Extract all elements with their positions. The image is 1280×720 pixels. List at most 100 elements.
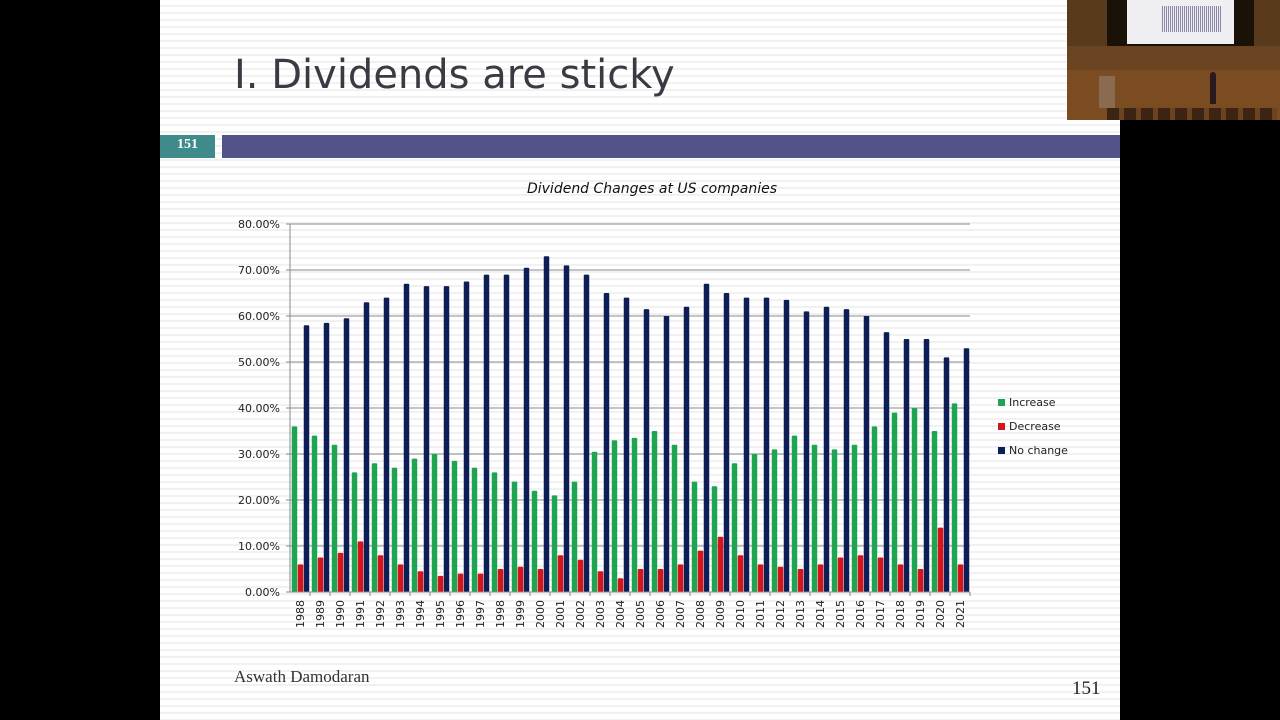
bar-increase: [551, 495, 558, 592]
bar-increase: [751, 454, 758, 592]
bar-decrease: [957, 564, 964, 592]
bar-increase: [731, 463, 738, 592]
bar-increase: [711, 486, 718, 592]
bar-increase: [691, 481, 698, 592]
bar-increase: [431, 454, 438, 592]
bar-no-change: [863, 316, 870, 592]
bar-no-change: [743, 297, 750, 592]
bar-increase: [791, 435, 798, 592]
y-tick-label: 0.00%: [245, 586, 280, 599]
bar-decrease: [797, 569, 804, 592]
axes: [286, 223, 971, 596]
bar-decrease: [697, 550, 704, 592]
x-tick-label: 1999: [514, 600, 527, 628]
bar-no-change: [403, 283, 410, 592]
x-tick-label: 1989: [314, 600, 327, 628]
x-tick-label: 2000: [534, 600, 547, 628]
bar-increase: [291, 426, 298, 592]
bar-decrease: [297, 564, 304, 592]
bar-no-change: [903, 339, 910, 592]
x-tick-label: 2008: [694, 600, 707, 628]
bar-no-change: [783, 299, 790, 592]
x-tick-label: 1993: [394, 600, 407, 628]
bar-increase: [631, 437, 638, 592]
bar-decrease: [437, 575, 444, 592]
x-tick-label: 1988: [294, 600, 307, 628]
bar-increase: [651, 431, 658, 592]
bar-increase: [851, 444, 858, 592]
video-podium: [1099, 76, 1115, 108]
x-tick-label: 2002: [574, 600, 587, 628]
bar-no-change: [383, 297, 390, 592]
bars: [291, 256, 970, 592]
y-tick-label: 70.00%: [238, 264, 280, 277]
bar-no-change: [763, 297, 770, 592]
bar-increase: [871, 426, 878, 592]
bar-no-change: [523, 267, 530, 592]
bar-no-change: [503, 274, 510, 592]
presenter-video-inset: [1067, 0, 1280, 120]
bar-no-change: [803, 311, 810, 592]
y-tick-labels: 0.00% 10.00% 20.00% 30.00% 40.00% 50.00% 60.00…: [238, 218, 280, 599]
bar-increase: [571, 481, 578, 592]
bar-no-change: [703, 283, 710, 592]
legend-item-increase: Increase: [998, 390, 1068, 414]
x-tick-label: 2015: [834, 600, 847, 628]
x-tick-label: 2016: [854, 600, 867, 628]
bar-decrease: [657, 569, 664, 592]
bar-increase: [831, 449, 838, 592]
bar-increase: [451, 460, 458, 592]
x-tick-label: 2012: [774, 600, 787, 628]
bar-no-change: [603, 293, 610, 592]
bar-no-change: [683, 306, 690, 592]
bar-decrease: [557, 555, 564, 592]
x-tick-label: 1996: [454, 600, 467, 628]
bar-no-change: [663, 316, 670, 592]
bar-decrease: [597, 571, 604, 592]
page-number-tag: 151: [160, 135, 215, 158]
bar-no-change: [463, 281, 470, 592]
y-tick-label: 30.00%: [238, 448, 280, 461]
video-projection-screen: [1107, 0, 1254, 46]
bar-no-change: [643, 309, 650, 592]
video-seats: [1107, 108, 1277, 120]
bar-decrease: [717, 536, 724, 592]
bar-chart: 0.00% 10.00% 20.00% 30.00% 40.00% 50.00% 60.00…: [238, 218, 971, 628]
x-tick-label: 1995: [434, 600, 447, 628]
bar-decrease: [397, 564, 404, 592]
legend-label: Increase: [1009, 395, 1056, 409]
x-tick-label: 1998: [494, 600, 507, 628]
bar-increase: [891, 412, 898, 592]
bar-increase: [331, 444, 338, 592]
footer-page-number: 151: [1072, 678, 1101, 699]
x-tick-label: 2013: [794, 600, 807, 628]
x-tick-label: 2003: [594, 600, 607, 628]
bar-decrease: [357, 541, 364, 592]
bar-increase: [611, 440, 618, 592]
x-tick-label: 1997: [474, 600, 487, 628]
x-tick-label: 2004: [614, 600, 627, 628]
bar-decrease: [677, 564, 684, 592]
y-tick-label: 60.00%: [238, 310, 280, 323]
bar-no-change: [723, 293, 730, 592]
legend-label: Decrease: [1009, 419, 1061, 433]
bar-no-change: [623, 297, 630, 592]
bar-increase: [911, 408, 918, 592]
bar-no-change: [883, 332, 890, 592]
bar-increase: [671, 444, 678, 592]
x-tick-label: 2009: [714, 600, 727, 628]
bar-increase: [511, 481, 518, 592]
x-tick-labels: 1988 1989 1990 1991 1992 1993 1994 1995 1996 1997…: [294, 600, 967, 628]
y-tick-label: 20.00%: [238, 494, 280, 507]
bar-decrease: [457, 573, 464, 592]
header-bar: [222, 135, 1120, 158]
bar-decrease: [757, 564, 764, 592]
legend-swatch-decrease: [998, 422, 1005, 430]
bar-no-change: [323, 322, 330, 592]
x-tick-label: 2010: [734, 600, 747, 628]
video-projected-slide: [1127, 0, 1234, 44]
x-tick-label: 1991: [354, 600, 367, 628]
x-tick-label: 2018: [894, 600, 907, 628]
legend-item-decrease: Decrease: [998, 414, 1068, 438]
bar-decrease: [617, 578, 624, 592]
